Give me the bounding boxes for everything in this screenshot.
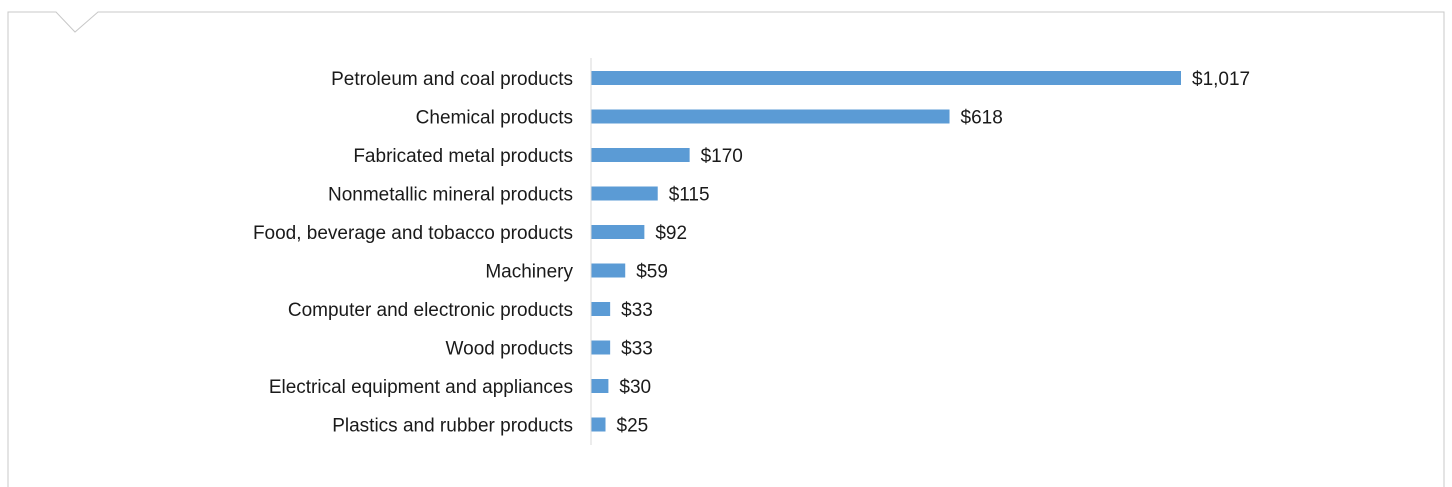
category-label-4: Food, beverage and tobacco products	[253, 223, 573, 244]
category-label-6: Computer and electronic products	[288, 300, 573, 321]
value-label-1: $618	[961, 108, 1003, 129]
category-labels-group: Petroleum and coal products Chemical prod…	[253, 69, 574, 437]
value-label-4: $92	[655, 223, 687, 244]
value-label-7: $33	[621, 339, 653, 360]
value-label-6: $33	[621, 300, 653, 321]
category-label-5: Machinery	[485, 262, 573, 283]
value-label-2: $170	[701, 146, 743, 167]
value-label-5: $59	[636, 262, 668, 283]
category-label-9: Plastics and rubber products	[332, 416, 573, 437]
bar-5	[591, 263, 626, 278]
value-label-3: $115	[669, 185, 710, 206]
value-label-0: $1,017	[1192, 69, 1250, 90]
bar-0	[591, 71, 1181, 85]
bar-6	[591, 302, 611, 316]
bars-group	[591, 71, 1181, 432]
category-label-0: Petroleum and coal products	[331, 69, 573, 90]
bar-3	[591, 186, 658, 201]
category-label-8: Electrical equipment and appliances	[269, 377, 573, 398]
category-label-3: Nonmetallic mineral products	[328, 185, 573, 206]
bar-4	[591, 225, 645, 239]
bar-7	[591, 340, 611, 355]
category-label-7: Wood products	[446, 339, 573, 360]
value-labels-group: $1,017 $618 $170 $115 $92 $59 $33 $33 $30 $25	[617, 69, 1251, 437]
panel-frame	[7, 11, 1445, 487]
value-label-8: $30	[619, 377, 651, 398]
bar-2	[591, 148, 690, 162]
bar-8	[591, 379, 609, 393]
value-label-9: $25	[617, 416, 649, 437]
bar-1	[591, 109, 950, 124]
bar-9	[591, 417, 606, 432]
category-label-1: Chemical products	[416, 108, 573, 129]
category-label-2: Fabricated metal products	[353, 146, 573, 167]
